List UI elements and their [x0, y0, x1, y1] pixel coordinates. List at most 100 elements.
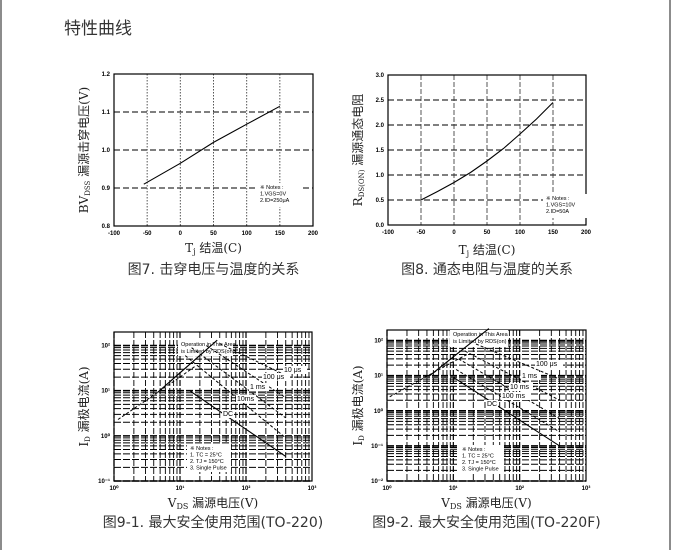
- x-tick-label: 10³: [582, 485, 591, 492]
- operation-area-text: Operation in This Area: [181, 342, 237, 348]
- series-line-dc: [189, 390, 287, 457]
- x-tick-label: -100: [108, 231, 121, 237]
- x-tick-label: 150: [548, 230, 559, 236]
- y-axis-label-sub: DSS: [84, 180, 92, 195]
- series-label-bg: [236, 395, 256, 403]
- series-label-bg: [262, 373, 290, 381]
- x-tick-label: 0: [452, 230, 456, 236]
- series-label: 100 ms: [502, 393, 525, 400]
- series-line-10-ms: [184, 355, 287, 439]
- y-axis-label-rest: 漏极电流(A): [77, 366, 91, 436]
- series-label-bg: [521, 372, 541, 380]
- section-title: 特性曲线: [64, 19, 132, 39]
- x-axis-label-rest: 结温(C): [196, 241, 242, 255]
- x-tick-label: 10³: [308, 485, 317, 492]
- y-tick-label: 10⁰: [374, 408, 384, 415]
- x-axis-label-main: T: [185, 241, 193, 255]
- series-line-rds-limit: [389, 354, 468, 398]
- y-tick-label: 0.8: [102, 224, 111, 230]
- series-line-curve: [143, 105, 281, 185]
- x-tick-label: 10²: [515, 485, 524, 492]
- y-tick-label: 2.5: [376, 98, 385, 104]
- chart-1: -100 -50 0 50 100 150 200 0.8 0.9 1.0 1.1 1.2 ※ Note…: [76, 72, 319, 278]
- y-tick-label: 1.2: [102, 72, 111, 78]
- series-label: 1 ms: [522, 373, 538, 380]
- series-line-100-μs: [206, 345, 286, 399]
- series-label: 1 ms: [250, 384, 266, 391]
- figure-caption: 图9-1. 最大安全使用范围(TO-220): [103, 514, 323, 531]
- operation-area-text: is Limited by RDS(on): [181, 349, 235, 355]
- y-tick-label: 1.5: [376, 148, 385, 154]
- plot-frame: [113, 331, 313, 482]
- y-tick-label: 10¹: [374, 373, 383, 380]
- figure-caption: 图9-2. 最大安全使用范围(TO-220F): [372, 514, 600, 531]
- y-tick-label: 0.0: [376, 223, 385, 229]
- x-tick-label: 10¹: [449, 485, 458, 492]
- note-line: 2. TJ = 150°C: [462, 460, 496, 466]
- series-label-bg: [486, 400, 498, 408]
- x-axis-label-main: V: [167, 496, 177, 510]
- series-label: 10 ms: [510, 384, 530, 391]
- note-line: ※ Notes :: [190, 445, 214, 452]
- series-label-bg: [249, 383, 269, 391]
- y-axis-label: RDS(ON) 漏源通态电阻: [351, 94, 366, 207]
- x-tick-label: -50: [417, 230, 426, 236]
- y-axis-label-rest: 漏源击穿电压(V): [76, 87, 91, 181]
- series-line-rds-limit: [117, 365, 196, 420]
- y-axis-label-main: I: [351, 441, 365, 446]
- y-tick-label: 10⁻¹: [371, 443, 383, 450]
- figure-caption: 图7. 击穿电压与温度的关系: [128, 262, 300, 278]
- x-tick-label: 100: [515, 230, 526, 236]
- note-line: 1. TC = 25°C: [190, 453, 222, 459]
- x-tick-label: 50: [484, 230, 491, 236]
- x-axis-label-sub: j: [192, 247, 195, 256]
- x-axis-label-sub: j: [466, 249, 469, 258]
- x-tick-label: -50: [143, 231, 152, 237]
- x-axis-label: Tj 结温(C): [185, 241, 242, 256]
- x-axis-label-sub: DS: [450, 502, 462, 511]
- y-axis-label-rest: 漏极电流(A): [351, 365, 365, 435]
- y-axis-label-rest: 漏源通态电阻: [351, 94, 365, 170]
- y-tick-label: 1.0: [376, 173, 385, 179]
- notes-box: [459, 445, 503, 473]
- y-tick-label: 0.9: [102, 186, 111, 192]
- series-label: 10 μs: [284, 367, 302, 374]
- x-tick-label: 0: [179, 231, 183, 237]
- series-line-1-ms: [191, 347, 286, 419]
- series-label-bg: [222, 410, 234, 418]
- y-tick-label: 10⁰: [101, 433, 111, 440]
- series-line-1-ms: [464, 350, 560, 401]
- y-axis-label-main: R: [351, 196, 365, 206]
- series-line-dc: [453, 376, 560, 447]
- operation-area-text: is Limited by RDS(on): [453, 339, 507, 345]
- note-line: 2.ID=250μA: [260, 198, 290, 204]
- rds-limit-arrow: [157, 339, 218, 393]
- x-axis-label-rest: 结温(C): [469, 243, 515, 257]
- notes-box: [257, 183, 301, 207]
- note-line: 2.ID=50A: [546, 209, 569, 215]
- x-axis-label: VDS 漏源电压(V): [167, 496, 258, 511]
- y-tick-label: 3.0: [376, 73, 385, 79]
- x-axis-label-rest: 漏源电压(V): [188, 496, 258, 510]
- note-line: 3. Single Pulse: [462, 467, 499, 473]
- x-tick-label: 50: [210, 231, 217, 237]
- series-label-bg: [509, 383, 533, 391]
- y-tick-label: 10¹: [101, 388, 110, 395]
- series-line-100-ms: [455, 369, 560, 433]
- note-line: ※ Notes :: [546, 195, 570, 202]
- note-line: 2. TJ = 150°C: [190, 459, 224, 465]
- y-tick-label: 10²: [101, 343, 110, 350]
- operation-area-box: [450, 330, 508, 347]
- y-tick-label: 10²: [374, 338, 383, 345]
- x-tick-label: 200: [581, 230, 592, 236]
- series-line-10-μs: [219, 343, 286, 376]
- series-line-10-ms: [458, 358, 560, 420]
- y-axis-label-sub: D: [84, 436, 92, 442]
- series-line-curve: [420, 102, 554, 201]
- figure-caption: 图8. 通态电阻与温度的关系: [401, 262, 573, 278]
- chart-2: -100 -50 0 50 100 150 200 0.0 0.5 1.0 1.5 2.0 2.5 3.0…: [351, 73, 592, 278]
- series-label-bg: [501, 392, 529, 400]
- series-label-bg: [283, 366, 307, 374]
